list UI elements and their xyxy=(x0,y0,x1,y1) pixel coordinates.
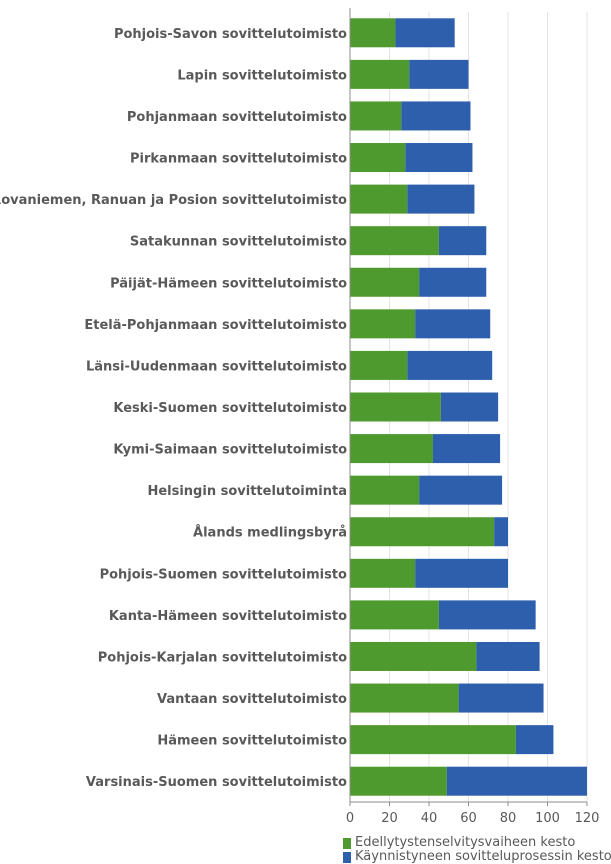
bar-0-10 xyxy=(350,434,433,464)
legend-item-1: Käynnistyneen sovitteluprosessin kesto xyxy=(343,850,611,864)
bar-0-0 xyxy=(350,18,396,48)
bar-1-3 xyxy=(405,143,473,173)
bar-0-6 xyxy=(350,267,420,297)
bar-1-10 xyxy=(432,434,501,464)
bar-1-2 xyxy=(401,101,471,131)
category-label-14: Kanta-Hämeen sovittelutoimisto xyxy=(109,609,347,624)
category-label-5: Satakunnan sovittelutoimisto xyxy=(130,235,347,250)
category-label-4: Rovaniemen, Ranuan ja Posion sovitteluto… xyxy=(0,193,347,208)
bar-0-4 xyxy=(350,184,408,214)
category-label-11: Helsingin sovittelutoiminta xyxy=(147,484,347,499)
bar-0-1 xyxy=(350,59,410,89)
category-label-2: Pohjanmaan sovittelutoimisto xyxy=(127,110,347,125)
bar-0-13 xyxy=(350,558,416,588)
category-label-1: Lapin sovittelutoimisto xyxy=(177,68,347,83)
category-label-16: Vantaan sovittelutoimisto xyxy=(157,692,347,707)
bar-1-13 xyxy=(415,558,508,588)
bar-1-18 xyxy=(446,766,587,796)
bar-1-15 xyxy=(476,641,540,671)
bar-0-11 xyxy=(350,475,420,505)
bar-0-3 xyxy=(350,143,406,173)
bar-1-0 xyxy=(395,18,455,48)
bar-1-9 xyxy=(440,392,499,422)
bar-1-7 xyxy=(415,309,491,339)
bar-0-8 xyxy=(350,350,408,380)
category-label-7: Etelä-Pohjanmaan sovittelutoimisto xyxy=(84,318,347,333)
bar-1-11 xyxy=(419,475,503,505)
category-label-12: Ålands medlingsbyrå xyxy=(193,525,347,541)
bar-1-6 xyxy=(419,267,487,297)
x-tick-label-5: 100 xyxy=(535,811,560,826)
bar-1-8 xyxy=(407,350,493,380)
bar-1-5 xyxy=(438,226,487,256)
category-label-17: Hämeen sovittelutoimisto xyxy=(157,734,347,749)
category-label-0: Pohjois-Savon sovittelutoimisto xyxy=(114,27,347,42)
category-label-10: Kymi-Saimaan sovittelutoimisto xyxy=(113,443,347,458)
bar-1-12 xyxy=(494,517,508,547)
bar-1-16 xyxy=(458,683,544,713)
legend-label-1: Käynnistyneen sovitteluprosessin kesto xyxy=(355,849,611,864)
x-tick-label-3: 60 xyxy=(460,811,477,826)
x-tick-label-2: 40 xyxy=(421,811,438,826)
category-label-6: Päijät-Hämeen sovittelutoimisto xyxy=(110,276,347,291)
bar-1-14 xyxy=(438,600,536,630)
legend-item-0: Edellytystenselvitysvaiheen kesto xyxy=(343,836,611,850)
category-label-18: Varsinais-Suomen sovittelutoimisto xyxy=(86,775,347,790)
category-label-3: Pirkanmaan sovittelutoimisto xyxy=(130,152,347,167)
category-label-13: Pohjois-Suomen sovittelutoimisto xyxy=(100,567,347,582)
legend: Edellytystenselvitysvaiheen kesto Käynni… xyxy=(343,836,611,864)
bar-0-16 xyxy=(350,683,459,713)
bar-0-12 xyxy=(350,517,495,547)
category-label-15: Pohjois-Karjalan sovittelutoimisto xyxy=(98,650,347,665)
bar-0-18 xyxy=(350,766,447,796)
bar-0-17 xyxy=(350,725,516,755)
x-tick-label-4: 80 xyxy=(500,811,517,826)
category-label-9: Keski-Suomen sovittelutoimisto xyxy=(113,401,347,416)
legend-swatch-0 xyxy=(343,837,351,849)
x-tick-label-6: 120 xyxy=(575,811,600,826)
bar-0-7 xyxy=(350,309,416,339)
bar-0-14 xyxy=(350,600,439,630)
bar-1-17 xyxy=(515,725,554,755)
bar-0-2 xyxy=(350,101,402,131)
bar-1-4 xyxy=(407,184,475,214)
x-tick-label-0: 0 xyxy=(346,811,354,826)
legend-swatch-1 xyxy=(343,851,351,863)
bar-0-15 xyxy=(350,641,477,671)
category-label-8: Länsi-Uudenmaan sovittelutoimisto xyxy=(86,359,347,374)
bar-0-5 xyxy=(350,226,439,256)
bar-1-1 xyxy=(409,59,469,89)
legend-label-0: Edellytystenselvitysvaiheen kesto xyxy=(355,835,576,850)
x-tick-label-1: 20 xyxy=(381,811,398,826)
bar-0-9 xyxy=(350,392,441,422)
